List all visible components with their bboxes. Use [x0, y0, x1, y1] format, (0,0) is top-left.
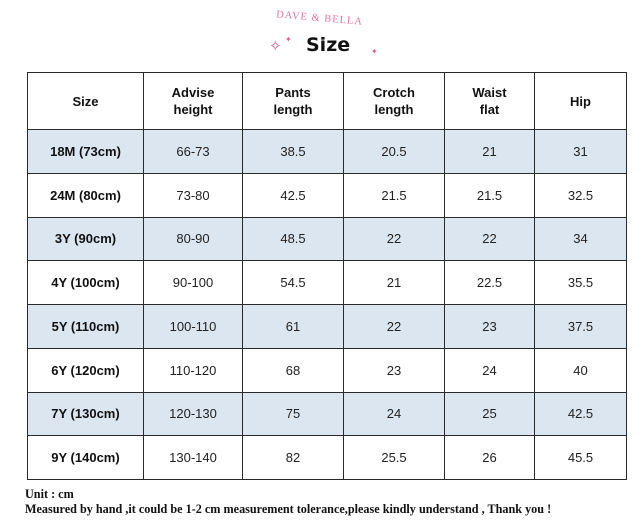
advise-height-cell: 73-80	[143, 172, 243, 218]
pants-length-cell: 61	[242, 304, 344, 349]
advise-height-cell: 130-140	[143, 435, 243, 480]
size-chart-table: Size Advise height Pants length Crotch leng…	[27, 72, 627, 480]
sparkle-small-icon: ✦	[285, 35, 292, 44]
crotch-length-cell: 25.5	[343, 435, 445, 480]
table-row: 5Y (110cm) 100-110 61 22 23 37.5	[27, 304, 627, 349]
size-cell: 4Y (100cm)	[27, 260, 144, 305]
sparkle-small-icon: ✦	[371, 47, 378, 56]
table-header-row: Size Advise height Pants length Crotch leng…	[27, 72, 627, 130]
unit-note: Unit : cm	[25, 487, 74, 501]
table-row: 6Y (120cm) 110-120 68 23 24 40	[27, 347, 627, 393]
crotch-length-cell: 24	[343, 391, 445, 437]
waist-flat-cell: 22	[444, 216, 535, 262]
table-row: 7Y (130cm) 120-130 75 24 25 42.5	[27, 391, 627, 437]
advise-height-cell: 90-100	[143, 260, 243, 305]
hip-cell: 32.5	[534, 172, 627, 218]
size-cell: 9Y (140cm)	[27, 435, 144, 480]
column-header-hip: Hip	[534, 72, 627, 130]
crotch-length-cell: 22	[343, 304, 445, 349]
waist-flat-cell: 24	[444, 347, 535, 393]
hip-cell: 42.5	[534, 391, 627, 437]
size-cell: 3Y (90cm)	[27, 216, 144, 262]
brand-logo-text: DAVE & BELLA	[275, 9, 364, 28]
hip-cell: 45.5	[534, 435, 627, 480]
notes: Unit : cm Measured by hand ,it could be …	[25, 487, 635, 517]
size-chart-table-wrapper: Size Advise height Pants length Crotch leng…	[27, 72, 627, 480]
crotch-length-cell: 21.5	[343, 172, 445, 218]
hip-cell: 34	[534, 216, 627, 262]
crotch-length-cell: 23	[343, 347, 445, 393]
crotch-length-cell: 21	[343, 260, 445, 305]
size-cell: 6Y (120cm)	[27, 347, 144, 393]
table-row: 3Y (90cm) 80-90 48.5 22 22 34	[27, 216, 627, 262]
tolerance-note: Measured by hand ,it could be 1-2 cm mea…	[25, 502, 552, 516]
table-row: 18M (73cm) 66-73 38.5 20.5 21 31	[27, 129, 627, 174]
crotch-length-cell: 20.5	[343, 129, 445, 174]
size-cell: 5Y (110cm)	[27, 304, 144, 349]
hip-cell: 37.5	[534, 304, 627, 349]
hip-cell: 35.5	[534, 260, 627, 305]
pants-length-cell: 68	[242, 347, 344, 393]
size-cell: 18M (73cm)	[27, 129, 144, 174]
pants-length-cell: 48.5	[242, 216, 344, 262]
size-cell: 7Y (130cm)	[27, 391, 144, 437]
advise-height-cell: 110-120	[143, 347, 243, 393]
column-header-pants-length: Pants length	[242, 72, 344, 130]
pants-length-cell: 75	[242, 391, 344, 437]
hip-cell: 40	[534, 347, 627, 393]
hip-cell: 31	[534, 129, 627, 174]
column-header-crotch-length: Crotch length	[343, 72, 445, 130]
waist-flat-cell: 22.5	[444, 260, 535, 305]
size-cell: 24M (80cm)	[27, 172, 144, 218]
column-header-waist-flat: Waist flat	[444, 72, 535, 130]
sparkle-icon: ✧	[269, 38, 282, 55]
pants-length-cell: 38.5	[242, 129, 344, 174]
waist-flat-cell: 23	[444, 304, 535, 349]
waist-flat-cell: 21.5	[444, 172, 535, 218]
advise-height-cell: 120-130	[143, 391, 243, 437]
column-header-size: Size	[27, 72, 144, 130]
pants-length-cell: 82	[242, 435, 344, 480]
table-row: 4Y (100cm) 90-100 54.5 21 22.5 35.5	[27, 260, 627, 305]
pants-length-cell: 54.5	[242, 260, 344, 305]
waist-flat-cell: 25	[444, 391, 535, 437]
advise-height-cell: 100-110	[143, 304, 243, 349]
table-row: 24M (80cm) 73-80 42.5 21.5 21.5 32.5	[27, 172, 627, 218]
advise-height-cell: 66-73	[143, 129, 243, 174]
column-header-advise-height: Advise height	[143, 72, 243, 130]
table-row: 9Y (140cm) 130-140 82 25.5 26 45.5	[27, 435, 627, 480]
crotch-length-cell: 22	[343, 216, 445, 262]
advise-height-cell: 80-90	[143, 216, 243, 262]
waist-flat-cell: 21	[444, 129, 535, 174]
page-title: Size	[306, 34, 351, 56]
waist-flat-cell: 26	[444, 435, 535, 480]
pants-length-cell: 42.5	[242, 172, 344, 218]
header: DAVE & BELLA ✧ ✦ Size ✦	[0, 0, 640, 72]
